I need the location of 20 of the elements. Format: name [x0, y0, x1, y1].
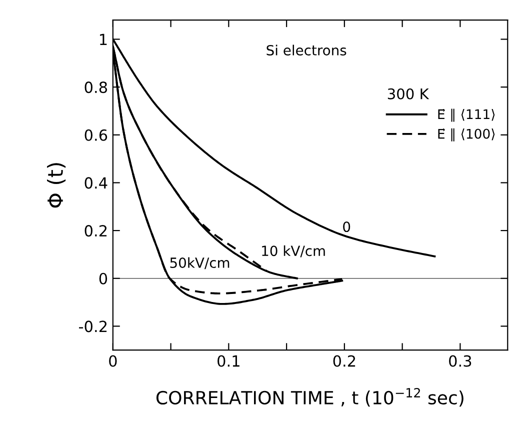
annotation: 0: [343, 222, 350, 232]
y-tick-label: 0.2: [84, 225, 107, 237]
annotation: Si electrons: [266, 44, 346, 56]
x-tick-label: 0.2: [333, 355, 356, 367]
y-tick-label: 0.6: [84, 129, 108, 141]
annotation: 10 kV/cm: [262, 245, 325, 258]
x-tick-label: 0.3: [449, 355, 472, 367]
x-axis-title: CORRELATION TIME , t (10$^{−12}$ sec): [156, 388, 464, 407]
y-tick-label: -0.2: [79, 320, 107, 332]
legend-label: E⃗ ∥ ⟨111⟩: [438, 108, 495, 122]
annotation: 50kV/cm: [170, 257, 230, 270]
x-tick-label: 0: [109, 355, 117, 367]
y-axis-title: Φ (t): [47, 163, 66, 208]
y-tick-label: 0.4: [84, 177, 108, 189]
y-tick-label: 0: [99, 272, 108, 284]
y-tick-label: 0.8: [84, 82, 108, 94]
y-tick-label: 1: [100, 34, 107, 46]
legend-title: 300 K: [388, 88, 430, 100]
x-tick-label: 0.1: [218, 355, 240, 367]
legend-label: E⃗ ∥ ⟨100⟩: [438, 128, 495, 142]
